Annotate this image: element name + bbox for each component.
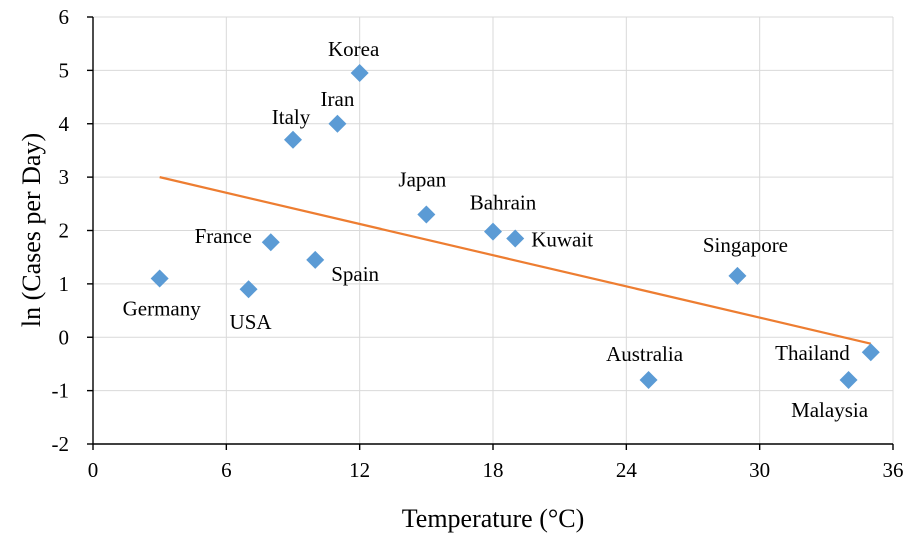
point-labels-layer: Korea Iran Italy Japan Bahrain Kuwait France Sp… xyxy=(123,37,869,422)
point-australia xyxy=(639,370,658,389)
point-label-france: France xyxy=(195,224,252,248)
point-label-italy: Italy xyxy=(272,105,311,129)
y-axis-title: ln (Cases per Day) xyxy=(17,133,46,327)
point-label-japan: Japan xyxy=(398,167,446,191)
trendline xyxy=(159,176,872,345)
point-label-germany: Germany xyxy=(123,297,202,321)
point-label-kuwait: Kuwait xyxy=(531,228,593,252)
point-bahrain xyxy=(484,222,502,241)
point-thailand xyxy=(861,343,880,362)
point-malaysia xyxy=(839,370,858,389)
y-tick-label: 3 xyxy=(59,165,70,189)
x-tick-label: 36 xyxy=(883,458,904,482)
x-tick-label: 12 xyxy=(349,458,370,482)
point-label-thailand: Thailand xyxy=(775,341,850,365)
y-tick-label: -1 xyxy=(52,379,70,403)
x-tick-label: 30 xyxy=(749,458,770,482)
point-korea xyxy=(350,64,369,83)
point-iran xyxy=(328,114,347,133)
point-japan xyxy=(417,205,436,224)
y-tick-label: 4 xyxy=(59,112,70,136)
y-tick-label: -2 xyxy=(52,432,70,456)
y-tick-label: 6 xyxy=(59,5,70,29)
y-tick-label: 2 xyxy=(59,219,70,243)
point-spain xyxy=(306,250,325,269)
grid-layer xyxy=(93,16,894,444)
x-axis-title: Temperature (°C) xyxy=(402,504,585,533)
y-tick-label: 0 xyxy=(59,325,70,349)
point-france xyxy=(261,233,280,252)
point-germany xyxy=(150,269,169,288)
point-label-usa: USA xyxy=(230,310,273,334)
y-tick-label: 1 xyxy=(59,272,70,296)
point-label-australia: Australia xyxy=(606,342,684,366)
point-italy xyxy=(284,130,302,149)
point-singapore xyxy=(728,266,747,285)
x-tick-label: 18 xyxy=(483,458,504,482)
point-label-singapore: Singapore xyxy=(703,233,788,257)
y-tick-label: 5 xyxy=(59,58,70,82)
x-tick-label: 24 xyxy=(616,458,638,482)
point-label-iran: Iran xyxy=(321,87,355,111)
point-label-korea: Korea xyxy=(328,37,380,61)
x-tick-label: 0 xyxy=(88,458,99,482)
point-label-spain: Spain xyxy=(331,262,379,286)
trendline-layer xyxy=(159,176,872,345)
point-kuwait xyxy=(506,229,525,248)
points-layer xyxy=(150,64,880,389)
point-label-bahrain: Bahrain xyxy=(470,191,537,215)
x-tick-label: 6 xyxy=(221,458,232,482)
point-label-malaysia: Malaysia xyxy=(791,398,869,422)
point-usa xyxy=(239,280,258,299)
